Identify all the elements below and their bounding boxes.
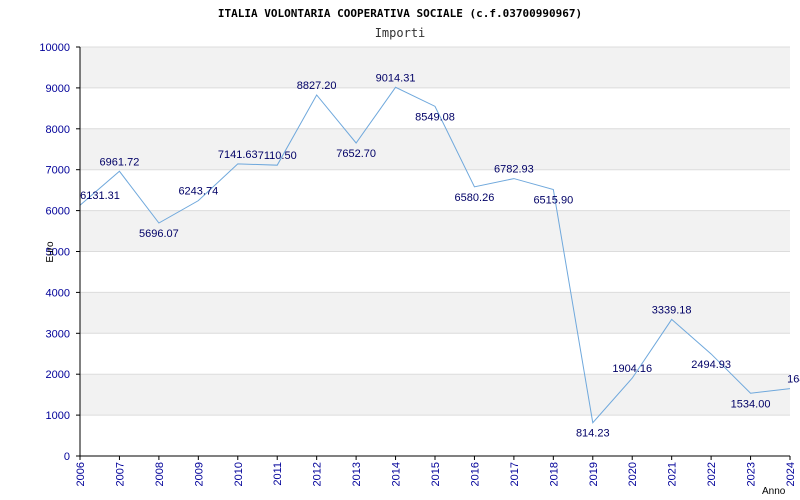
x-tick-label: 2020 [627,462,639,486]
y-tick-label: 7000 [46,165,70,177]
data-label: 6131.31 [80,190,120,202]
series-layer [79,85,792,425]
data-label: 8549.08 [415,111,455,123]
data-point [315,93,319,97]
data-label: 1904.16 [612,363,652,375]
data-point [472,185,476,189]
x-axis-ticks: 2006 2007 2008 2009 2010 2011 2012 2013 2014 2015… [75,456,797,486]
data-point [157,221,161,225]
x-tick-label: 2017 [509,462,521,486]
x-tick-label: 2022 [706,462,718,486]
data-point [709,352,713,356]
data-label: 8827.20 [297,80,337,92]
x-tick-label: 2018 [548,462,560,486]
data-point [630,376,634,380]
x-tick-label: 2012 [312,462,324,486]
y-tick-label: 4000 [46,287,70,299]
axes [79,47,790,457]
x-tick-label: 2019 [588,462,600,486]
data-label: 6961.72 [100,156,140,168]
x-tick-label: 2013 [351,462,363,486]
x-tick-label: 2007 [114,462,126,486]
y-tick-label: 10000 [39,42,70,54]
y-tick-label: 8000 [46,124,70,136]
data-label: 1647.9 [787,374,800,386]
x-tick-label: 2011 [272,462,284,486]
y-tick-label: 0 [64,451,70,463]
data-point [196,199,200,203]
x-tick-label: 2024 [785,462,797,486]
data-label: 814.23 [576,428,610,440]
data-label: 6243.74 [178,186,218,198]
data-point [551,187,555,191]
background-band [80,210,790,252]
y-tick-label: 1000 [46,410,70,422]
data-label: 6515.90 [533,194,573,206]
chart-subtitle: Importi [375,26,426,40]
data-point [512,177,516,181]
data-label: 6580.26 [455,192,495,204]
y-axis-ticks: 0 1000 2000 3000 4000 5000 6000 7000 8000 9000 100… [39,42,80,463]
x-tick-label: 2021 [667,462,679,486]
data-label: 6782.93 [494,164,534,176]
y-tick-label: 6000 [46,206,70,218]
y-tick-label: 2000 [46,369,70,381]
x-tick-label: 2023 [746,462,758,486]
background-band [80,128,790,170]
data-point [749,391,753,395]
data-point [433,104,437,108]
data-labels: 6131.31 6961.72 5696.07 6243.74 7141.63 7110.… [80,72,800,439]
chart-title: ITALIA VOLONTARIA COOPERATIVA SOCIALE (c… [218,7,582,20]
y-tick-label: 5000 [46,247,70,259]
data-label: 1534.00 [731,398,771,410]
data-point [354,141,358,145]
data-label: 7141.63 [218,149,258,161]
data-label: 3339.18 [652,304,692,316]
x-tick-label: 2016 [469,462,481,486]
x-tick-label: 2014 [391,462,403,486]
data-point [236,162,240,166]
data-label: 5696.07 [139,228,179,240]
data-label: 2494.93 [691,359,731,371]
background-bands [80,47,790,416]
gridlines [80,46,790,416]
background-band [80,292,790,334]
data-label: 7110.50 [258,150,297,162]
y-tick-label: 3000 [46,328,70,340]
series-line [79,86,791,424]
x-tick-label: 2010 [233,462,245,486]
x-tick-label: 2006 [75,462,87,486]
background-band [80,47,790,88]
x-tick-label: 2015 [430,462,442,486]
data-label: 7652.70 [336,148,376,160]
data-point [275,163,279,167]
x-tick-label: 2009 [193,462,205,486]
x-tick-label: 2008 [154,462,166,486]
y-axis-label: Euro [45,241,56,263]
data-label: 9014.31 [376,72,416,84]
data-point [117,169,121,173]
data-point [670,317,674,321]
data-point [394,85,398,89]
y-tick-label: 9000 [46,83,70,95]
background-band [80,374,790,416]
x-axis-label: Anno [762,486,786,497]
data-point [591,421,595,425]
data-point [788,387,792,391]
